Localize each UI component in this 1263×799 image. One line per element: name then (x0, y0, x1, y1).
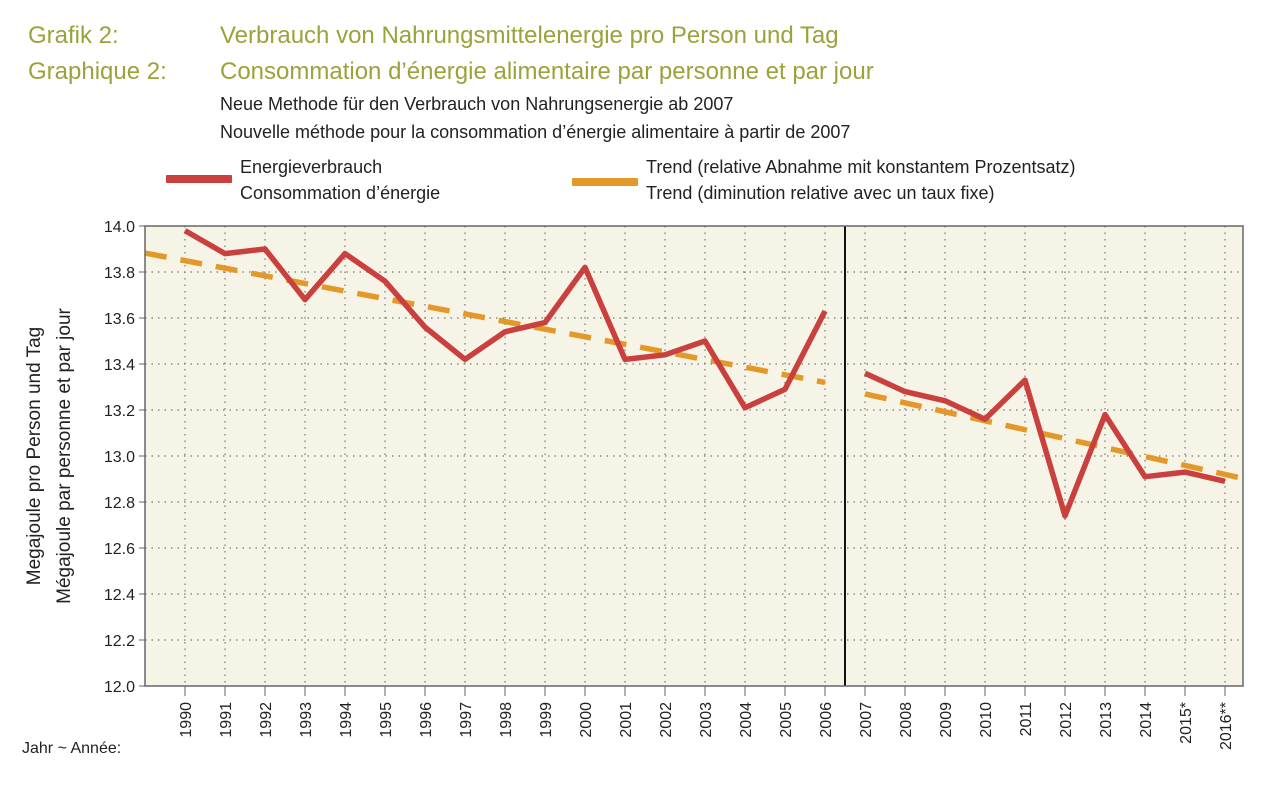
legend-label-trend-de: Trend (relative Abnahme mit konstantem P… (646, 157, 1076, 177)
y-tick-label: 12.8 (104, 495, 135, 512)
y-axis-ticks: 12.0 12.2 12.4 12.6 12.8 13.0 13.2 13.4 13.6 13.8… (104, 219, 145, 696)
x-tick-label: 2014 (1138, 702, 1155, 738)
y-tick-label: 14.0 (104, 219, 135, 236)
x-tick-label: 1996 (418, 702, 435, 738)
x-tick-label: 2000 (578, 702, 595, 738)
x-axis-ticks: 1990 1991 1992 1993 1994 1995 1996 1997 1998 1999… (178, 686, 1235, 750)
plot-frame (144, 225, 1244, 687)
x-tick-label: 2011 (1018, 702, 1035, 737)
x-tick-label: 2016** (1218, 702, 1235, 750)
x-tick-label: 1990 (178, 702, 195, 738)
y-tick-label: 13.2 (104, 403, 135, 420)
y-tick-label: 12.6 (104, 541, 135, 558)
legend-label-trend-fr: Trend (diminution relative avec un taux … (646, 183, 995, 203)
chart-title-fr: Consommation d’énergie alimentaire par p… (220, 58, 874, 85)
x-tick-label: 1998 (498, 702, 515, 738)
x-tick-label: 2008 (898, 702, 915, 738)
x-tick-label: 1993 (298, 702, 315, 738)
x-tick-label: 2005 (778, 702, 795, 738)
x-tick-label: 2004 (738, 702, 755, 738)
x-tick-label: 1992 (258, 702, 275, 738)
y-tick-label: 13.8 (104, 265, 135, 282)
y-axis-title-de: Megajoule pro Person und Tag (24, 327, 45, 585)
chart-title-de: Verbrauch von Nahrungsmittelenergie pro … (220, 22, 839, 49)
x-tick-label: 1995 (378, 702, 395, 738)
chart-label-de: Grafik 2: (28, 22, 119, 49)
legend-label-consumption-fr: Consommation d’énergie (240, 183, 441, 203)
legend-swatch-trend (572, 178, 638, 186)
x-tick-label: 2001 (618, 702, 635, 738)
x-tick-label: 2010 (978, 702, 995, 738)
x-axis-title: Jahr ~ Année: (22, 740, 121, 757)
trend-line-segment (864, 391, 1244, 482)
y-tick-label: 13.6 (104, 311, 135, 328)
consumption-line-segment (183, 228, 828, 411)
x-tick-label: 2007 (858, 702, 875, 738)
y-axis-title-fr: Mégajoule par personne et par jour (54, 307, 75, 603)
y-tick-label: 12.4 (104, 587, 135, 604)
y-tick-label: 13.0 (104, 449, 135, 466)
chart-label-fr: Graphique 2: (28, 58, 167, 85)
trend-line-segment (144, 250, 826, 386)
legend-swatch-consumption (166, 175, 232, 183)
x-tick-label: 1994 (338, 702, 355, 738)
x-tick-label: 2006 (818, 702, 835, 738)
x-tick-label: 2009 (938, 702, 955, 738)
y-tick-label: 13.4 (104, 357, 135, 374)
x-tick-label: 1999 (538, 702, 555, 738)
consumption-line-segment (863, 370, 1226, 519)
x-tick-label: 2012 (1058, 702, 1075, 738)
chart-subtitle-fr: Nouvelle méthode pour la consommation d’… (220, 122, 851, 142)
series-layer (144, 228, 1244, 519)
x-tick-label: 2002 (658, 702, 675, 738)
x-tick-label: 1991 (218, 702, 235, 738)
legend-label-consumption-de: Energieverbrauch (240, 157, 383, 177)
y-tick-label: 12.0 (104, 679, 135, 696)
y-tick-label: 12.2 (104, 633, 135, 650)
x-tick-label: 2013 (1098, 702, 1115, 738)
x-tick-label: 2003 (698, 702, 715, 738)
x-tick-label: 1997 (458, 702, 475, 738)
x-tick-label: 2015* (1178, 702, 1195, 744)
chart-subtitle-de: Neue Methode für den Verbrauch von Nahru… (220, 94, 734, 114)
